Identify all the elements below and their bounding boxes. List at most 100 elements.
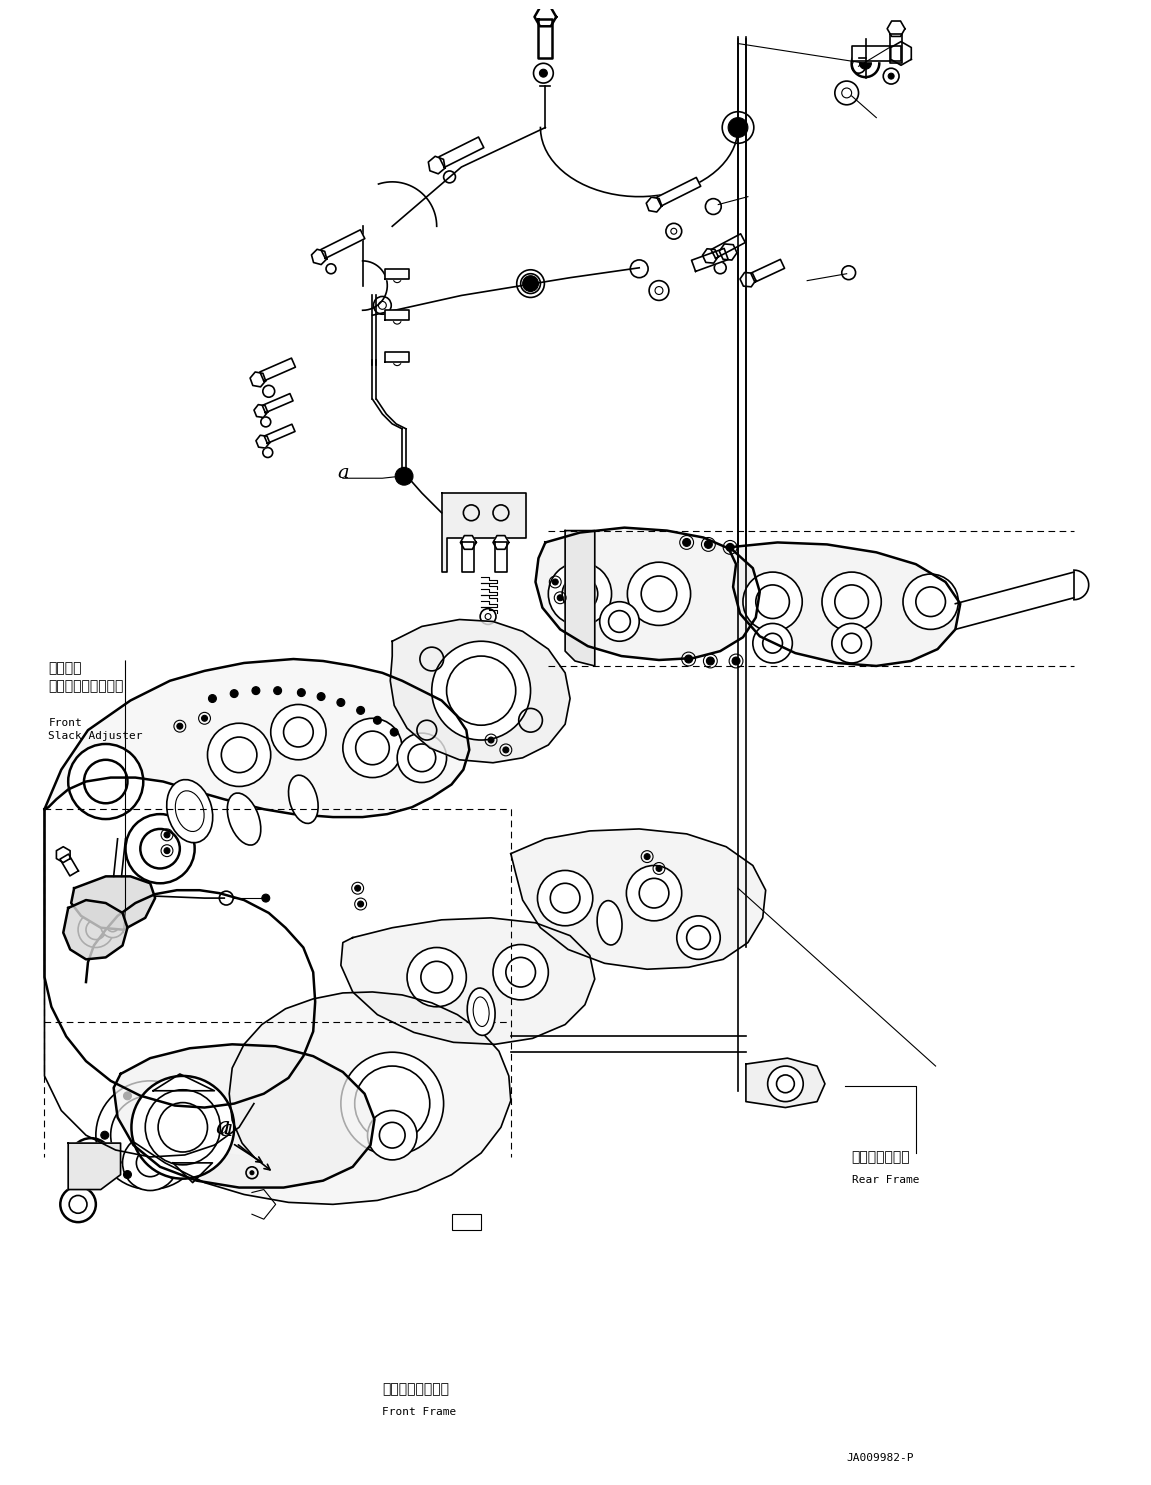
Circle shape: [125, 814, 195, 884]
Circle shape: [503, 747, 509, 753]
Polygon shape: [539, 19, 552, 58]
Polygon shape: [256, 435, 269, 448]
Circle shape: [343, 719, 402, 778]
Circle shape: [626, 866, 681, 921]
Circle shape: [158, 1102, 207, 1152]
Polygon shape: [428, 156, 445, 174]
Polygon shape: [260, 358, 296, 382]
Text: Rear Frame: Rear Frame: [852, 1175, 920, 1185]
Circle shape: [107, 919, 119, 931]
Polygon shape: [262, 394, 294, 413]
Circle shape: [822, 572, 882, 631]
Circle shape: [165, 832, 170, 838]
Polygon shape: [746, 1059, 825, 1108]
Polygon shape: [56, 846, 70, 863]
Circle shape: [600, 601, 639, 642]
Polygon shape: [852, 46, 901, 61]
Circle shape: [337, 698, 345, 707]
Circle shape: [341, 1053, 443, 1155]
Circle shape: [250, 1170, 254, 1175]
Circle shape: [889, 73, 894, 79]
Polygon shape: [60, 854, 78, 876]
Circle shape: [421, 961, 452, 993]
Circle shape: [355, 1066, 429, 1140]
Circle shape: [283, 717, 313, 747]
Circle shape: [860, 58, 871, 70]
Circle shape: [540, 70, 548, 77]
Polygon shape: [711, 233, 746, 258]
Polygon shape: [493, 536, 509, 549]
Circle shape: [916, 587, 945, 616]
Circle shape: [687, 925, 710, 949]
Circle shape: [763, 633, 783, 653]
Circle shape: [274, 686, 282, 695]
Polygon shape: [250, 373, 266, 388]
Circle shape: [145, 1090, 220, 1164]
Circle shape: [753, 624, 792, 662]
Circle shape: [756, 585, 790, 619]
Polygon shape: [511, 829, 765, 970]
Circle shape: [488, 737, 494, 742]
Circle shape: [904, 575, 959, 630]
Circle shape: [729, 117, 748, 138]
Polygon shape: [495, 542, 506, 572]
Polygon shape: [646, 198, 662, 212]
Circle shape: [356, 731, 389, 765]
Circle shape: [777, 1075, 794, 1093]
Circle shape: [355, 885, 360, 891]
Circle shape: [373, 716, 381, 725]
Polygon shape: [442, 493, 526, 572]
Circle shape: [768, 1066, 803, 1102]
Circle shape: [207, 723, 270, 787]
Text: リヤーフレーム: リヤーフレーム: [852, 1149, 910, 1164]
Polygon shape: [114, 1044, 374, 1188]
Circle shape: [153, 1097, 213, 1157]
Circle shape: [367, 1111, 417, 1160]
Circle shape: [270, 704, 326, 760]
Circle shape: [407, 947, 466, 1007]
Circle shape: [677, 916, 721, 959]
Polygon shape: [439, 137, 483, 168]
Circle shape: [192, 1132, 199, 1139]
Polygon shape: [45, 659, 470, 817]
Circle shape: [123, 1170, 131, 1179]
Text: フロントフレーム: フロントフレーム: [382, 1383, 449, 1396]
Circle shape: [409, 744, 436, 772]
Circle shape: [357, 707, 365, 714]
Polygon shape: [390, 619, 570, 763]
Circle shape: [123, 1091, 131, 1100]
Circle shape: [165, 848, 170, 854]
Polygon shape: [254, 404, 268, 417]
Circle shape: [645, 854, 650, 860]
Ellipse shape: [467, 988, 495, 1035]
Text: a: a: [220, 1120, 233, 1142]
Circle shape: [122, 1135, 178, 1191]
Text: JA009982-P: JA009982-P: [847, 1454, 914, 1463]
Circle shape: [726, 544, 734, 551]
Polygon shape: [321, 230, 365, 258]
Circle shape: [390, 728, 398, 737]
Circle shape: [548, 563, 611, 625]
Text: フロント
スラックアジャスタ: フロント スラックアジャスタ: [48, 661, 124, 693]
Circle shape: [841, 633, 861, 653]
Polygon shape: [265, 425, 295, 444]
Polygon shape: [463, 542, 474, 572]
Circle shape: [230, 689, 238, 698]
Circle shape: [493, 944, 548, 999]
Polygon shape: [71, 876, 155, 930]
Circle shape: [834, 585, 868, 619]
Circle shape: [550, 884, 580, 913]
Circle shape: [131, 1077, 234, 1179]
Polygon shape: [887, 21, 905, 37]
Polygon shape: [890, 34, 902, 64]
Circle shape: [84, 760, 128, 803]
Bar: [451, 1215, 481, 1230]
Circle shape: [129, 1114, 171, 1157]
Circle shape: [169, 1091, 177, 1100]
Circle shape: [832, 624, 871, 662]
Polygon shape: [68, 1143, 121, 1189]
Circle shape: [447, 656, 516, 725]
Polygon shape: [692, 248, 729, 272]
Circle shape: [136, 1149, 165, 1176]
Polygon shape: [386, 352, 409, 362]
